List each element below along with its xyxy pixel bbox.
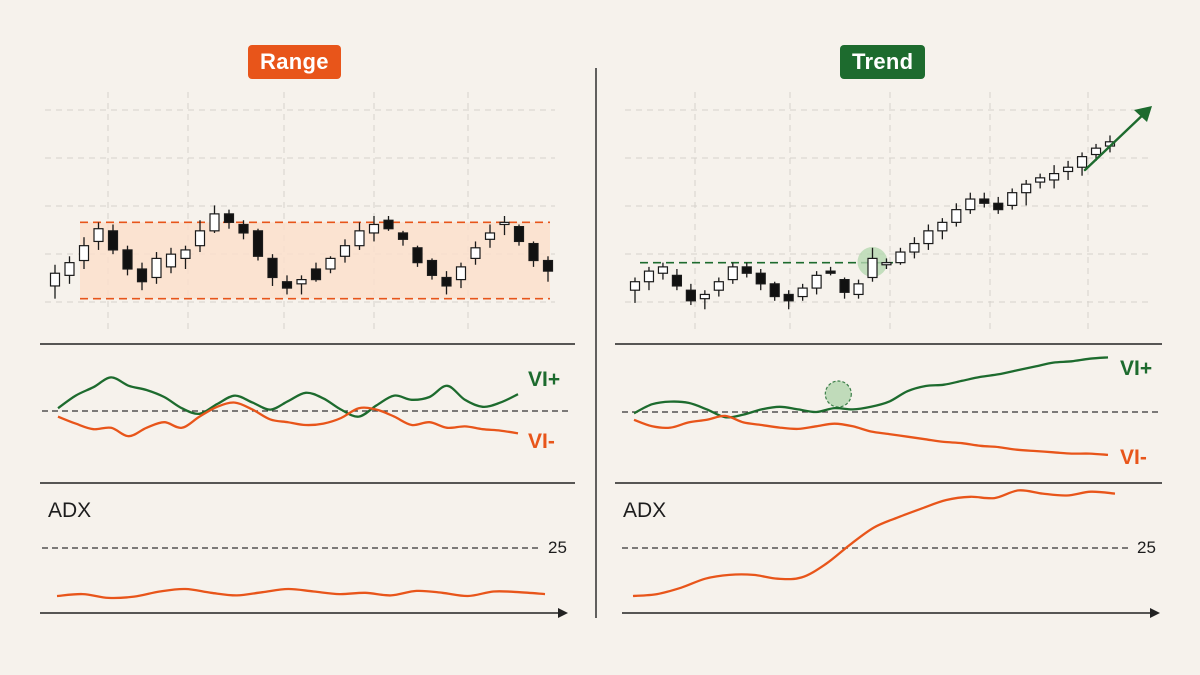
range-candle-34 (542, 259, 554, 272)
trend-time-axis-arrow (1150, 608, 1160, 618)
range-candle-17 (296, 279, 307, 285)
range-candle-2 (78, 245, 90, 262)
range-candle-9 (180, 249, 191, 259)
range-series-adx (56, 587, 546, 600)
trend-candle-28 (1021, 183, 1032, 194)
trend-candle-31 (1062, 166, 1074, 173)
trend-candle-19 (895, 251, 906, 264)
range-series-vi-minusplus (57, 376, 519, 418)
trend-series-vi-minus (633, 414, 1109, 457)
range-candle-13 (238, 223, 249, 234)
trend-candle-11 (783, 293, 794, 302)
trend-candle-17 (867, 257, 878, 279)
trend-candle-16 (853, 283, 864, 296)
trend-candle-23 (951, 209, 962, 223)
range-candle-28 (455, 266, 467, 281)
trend-candle-21 (923, 230, 934, 245)
trend-candle-18 (881, 262, 892, 266)
trend-candle-29 (1035, 177, 1046, 183)
range-candle-20 (339, 245, 351, 257)
trend-candle-10 (769, 283, 780, 298)
trend-candle-15 (839, 279, 850, 293)
range-candle-5 (122, 249, 133, 270)
range-candle-15 (267, 257, 278, 279)
trend-candle-27 (1007, 192, 1018, 206)
range-title-badge: Range (248, 45, 341, 79)
range-candle-16 (281, 281, 293, 289)
trend-candle-7 (727, 266, 738, 281)
trend-candle-30 (1049, 173, 1060, 181)
trend-candle-3 (671, 274, 683, 287)
range-candle-4 (107, 230, 119, 251)
range-candle-21 (354, 230, 365, 247)
trend-arrow-shaft (1083, 108, 1150, 172)
range-candle-10 (194, 230, 206, 247)
trend-vi-minus-label: VI- (1120, 446, 1147, 469)
range-candle-23 (383, 219, 394, 230)
range-candle-30 (484, 232, 496, 240)
trend-candle-33 (1090, 147, 1102, 156)
range-candle-33 (528, 242, 539, 262)
trend-series-adx (632, 489, 1116, 598)
trend-candle-25 (979, 198, 990, 204)
range-adx-threshold-label: 25 (548, 538, 567, 557)
range-adx-label: ADX (48, 499, 92, 522)
range-band (80, 222, 550, 299)
range-candle-19 (325, 257, 336, 270)
trend-adx-label: ADX (623, 499, 667, 522)
trend-candle-14 (825, 270, 836, 274)
range-candle-26 (426, 259, 438, 276)
range-candle-14 (252, 230, 264, 257)
trend-vi-crossover-highlight (824, 380, 852, 408)
range-candle-8 (165, 253, 177, 268)
trend-candle-26 (993, 202, 1004, 211)
trend-candle-9 (755, 272, 766, 285)
trend-candle-8 (741, 266, 752, 274)
trend-candle-1 (643, 270, 655, 283)
range-vi-plus-label: VI+ (528, 368, 561, 391)
range-time-axis-arrow (558, 608, 568, 618)
trend-candle-32 (1076, 156, 1088, 168)
range-candle-32 (513, 226, 525, 243)
trend-candle-22 (937, 221, 948, 232)
trend-title-badge: Trend (840, 45, 926, 79)
range-candle-27 (441, 276, 452, 287)
trend-candle-12 (797, 287, 808, 298)
range-candle-3 (93, 228, 104, 243)
trend-candle-2 (657, 266, 669, 274)
range-candle-12 (223, 213, 235, 223)
trend-series-vi-minusplus (633, 356, 1109, 419)
range-candle-0 (49, 272, 61, 287)
range-candle-18 (310, 268, 322, 281)
trend-arrow-head (1134, 106, 1152, 122)
range-candle-25 (412, 247, 423, 264)
range-candle-24 (397, 232, 409, 240)
trend-candle-6 (713, 281, 724, 291)
trend-candle-24 (965, 198, 976, 211)
range-candle-1 (64, 262, 75, 276)
trend-candle-20 (909, 242, 920, 253)
range-candle-7 (151, 257, 162, 279)
range-series-vi-minus (57, 401, 519, 438)
trend-candle-0 (629, 281, 641, 291)
range-vi-minus-label: VI- (528, 430, 555, 453)
trend-candle-5 (699, 293, 710, 300)
range-candle-31 (499, 221, 510, 226)
trend-adx-threshold-label: 25 (1137, 538, 1156, 557)
range-candle-29 (470, 247, 481, 260)
range-candle-22 (368, 223, 380, 234)
trend-vi-plus-label: VI+ (1120, 357, 1153, 380)
trend-candle-13 (811, 274, 822, 289)
range-candle-11 (209, 213, 220, 232)
range-candle-6 (136, 268, 148, 283)
trend-candle-4 (685, 289, 696, 302)
